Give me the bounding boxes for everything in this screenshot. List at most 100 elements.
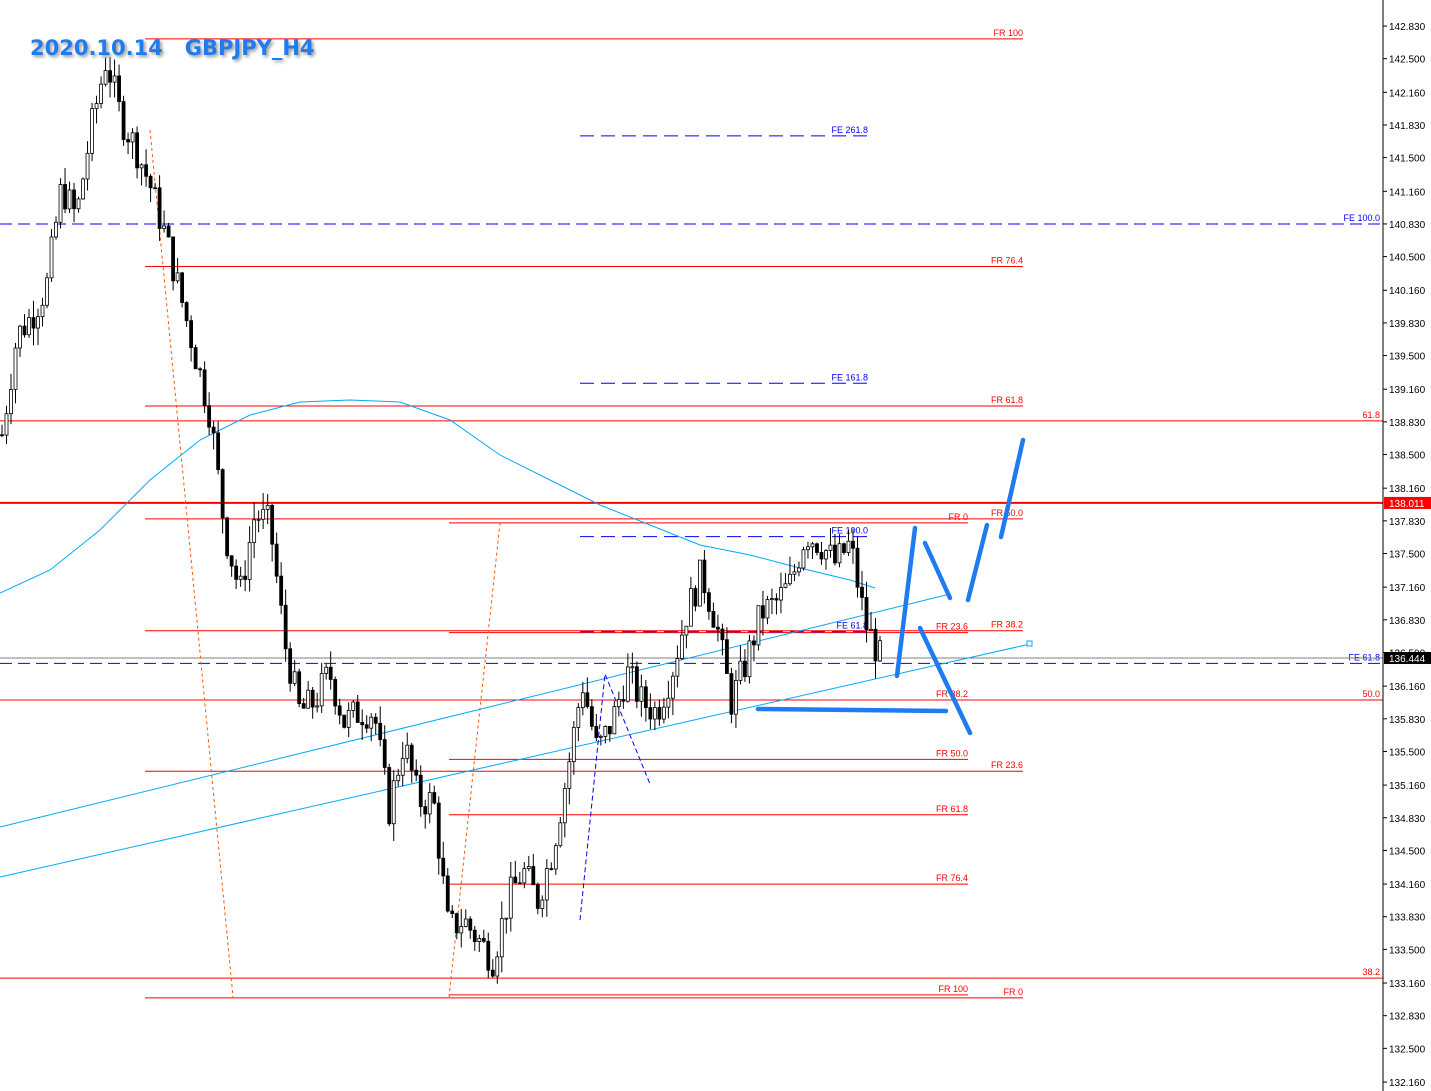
- axis-tick-label: 139.160: [1389, 385, 1426, 396]
- bull-candle: [675, 658, 680, 677]
- bear-candle: [490, 969, 495, 977]
- bear-candle: [842, 543, 846, 553]
- bid-price-tag: [1384, 652, 1431, 665]
- bull-candle: [810, 543, 815, 548]
- bull-candle: [666, 697, 671, 708]
- bear-candle: [720, 628, 725, 641]
- bear-candle: [693, 588, 698, 607]
- bull-candle: [4, 413, 9, 436]
- bear-candle: [436, 802, 441, 859]
- bear-candle: [342, 714, 347, 728]
- bull-candle: [562, 788, 567, 824]
- bear-candle: [486, 940, 491, 971]
- bull-candle: [90, 108, 94, 154]
- bull-candle: [265, 504, 270, 510]
- fibo-1-label: FR 23.6: [991, 760, 1023, 770]
- bull-candle: [567, 761, 572, 789]
- bear-candle: [355, 701, 360, 723]
- bear-candle: [517, 882, 522, 885]
- price-axis[interactable]: 142.830 142.500 142.160 141.830 141.500 141.1…: [1382, 0, 1431, 1091]
- bull-candle: [45, 277, 49, 306]
- bear-candle: [184, 302, 189, 322]
- bull-candle: [130, 132, 135, 143]
- fibo-1-label: FR 76.4: [991, 255, 1023, 265]
- bull-candle: [139, 164, 144, 169]
- bull-candle: [576, 707, 581, 728]
- bull-candle: [463, 918, 468, 927]
- fibo-2-label: FR 0: [948, 512, 968, 522]
- fibo-1-label: FR 100: [993, 28, 1023, 38]
- bear-candle: [468, 918, 473, 931]
- axis-tick-label: 140.830: [1389, 220, 1426, 231]
- bull-candle: [630, 666, 635, 669]
- axis-tick-label: 141.500: [1389, 154, 1426, 165]
- bear-candle: [621, 699, 626, 702]
- bull-candle: [94, 103, 99, 110]
- axis-tick-label: 137.500: [1389, 550, 1426, 561]
- axis-tick-label: 135.830: [1389, 715, 1426, 726]
- bear-candle: [22, 325, 27, 336]
- bear-candle: [873, 628, 878, 662]
- axis-tick-label: 141.160: [1389, 187, 1426, 198]
- bull-candle: [571, 726, 576, 763]
- axis-tick-label: 136.830: [1389, 616, 1426, 627]
- bull-candle: [508, 876, 513, 919]
- bear-candle: [702, 559, 707, 594]
- bear-candle: [774, 598, 779, 601]
- bear-candle: [216, 432, 221, 470]
- bull-candle: [261, 509, 266, 520]
- hand-drawn-projection: [755, 437, 1026, 736]
- bear-candle: [450, 910, 455, 915]
- bear-candle: [729, 673, 734, 715]
- bear-candle: [135, 132, 139, 169]
- bull-candle: [747, 640, 752, 678]
- bear-candle: [549, 868, 554, 870]
- bull-candle: [459, 925, 464, 934]
- bear-candle: [716, 626, 720, 630]
- projection-stroke: [755, 706, 949, 714]
- bear-candle: [121, 101, 126, 140]
- bull-candle: [427, 792, 432, 815]
- bull-candle: [837, 543, 842, 564]
- bull-candle: [526, 866, 531, 869]
- bear-candle: [513, 876, 518, 884]
- bear-candle: [243, 575, 248, 580]
- bear-candle: [707, 592, 711, 612]
- fibo-1-label: FR 38.2: [991, 620, 1023, 630]
- bull-candle: [405, 744, 410, 759]
- bull-candle: [783, 583, 788, 588]
- bear-candle: [387, 767, 392, 825]
- bear-candle: [743, 660, 747, 678]
- bull-candle: [661, 706, 666, 720]
- bear-candle: [225, 517, 230, 557]
- axis-tick-label: 136.160: [1389, 682, 1426, 693]
- bear-candle: [589, 706, 594, 727]
- bear-candle: [423, 806, 428, 815]
- fibo-1-trend-line: [149, 129, 234, 998]
- fibo-expansion-label: FE 61.8: [836, 621, 868, 631]
- bull-candle: [625, 666, 630, 702]
- bull-candle: [824, 550, 828, 560]
- bear-candle: [301, 703, 306, 709]
- bear-candle: [711, 610, 716, 628]
- bear-candle: [180, 272, 185, 303]
- bear-candle: [657, 707, 662, 720]
- fibo-2-label: FR 50.0: [936, 748, 968, 758]
- bear-candle: [207, 405, 212, 428]
- projection-stroke: [922, 540, 953, 601]
- bear-candle: [220, 469, 225, 519]
- bull-candle: [369, 716, 374, 729]
- bull-candle: [103, 70, 108, 85]
- axis-tick-label: 135.500: [1389, 747, 1426, 758]
- bull-candle: [846, 540, 851, 553]
- bull-candle: [603, 726, 608, 737]
- bull-candle: [598, 735, 603, 738]
- axis-tick-label: 132.830: [1389, 1012, 1426, 1023]
- bull-candle: [306, 689, 311, 709]
- bear-candle: [815, 543, 819, 553]
- bull-candle: [9, 389, 13, 415]
- chart-title: 2020.10.14 GBPJPY_H4: [30, 36, 315, 60]
- bull-candle: [779, 587, 783, 601]
- bull-candle: [869, 628, 873, 631]
